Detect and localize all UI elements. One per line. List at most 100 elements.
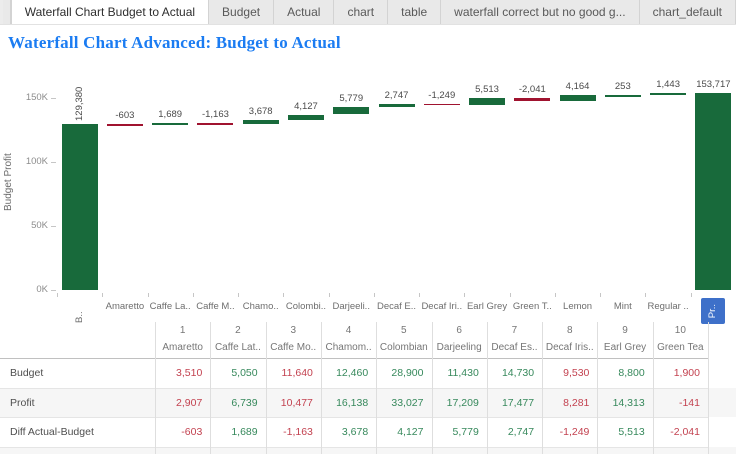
- table-cell[interactable]: 28,900: [391, 366, 424, 379]
- table-column-divider: [376, 322, 378, 454]
- tab-budget[interactable]: Budget: [209, 0, 275, 24]
- waterfall-bar[interactable]: [650, 93, 687, 96]
- waterfall-bar[interactable]: [604, 95, 641, 97]
- tab-sliver[interactable]: [3, 0, 11, 24]
- table-cell[interactable]: 5,050: [231, 366, 258, 379]
- bar-value-label-text: 129,380: [74, 87, 86, 122]
- column-name-header[interactable]: Decaf Iris..: [545, 342, 594, 353]
- column-name-header[interactable]: Amaretto: [162, 342, 203, 353]
- column-number-header[interactable]: 9: [622, 325, 628, 336]
- column-name-header[interactable]: Decaf Es..: [491, 342, 538, 353]
- y-axis-tick: [51, 162, 56, 163]
- column-name-header[interactable]: Green Tea: [657, 342, 704, 353]
- table-cell[interactable]: 10,477: [280, 396, 313, 409]
- tab-waterfall-correct-but-no-good-g[interactable]: waterfall correct but no good g...: [441, 0, 640, 24]
- table-cell[interactable]: -141: [678, 396, 700, 409]
- table-cell[interactable]: 8,281: [563, 396, 590, 409]
- x-axis-category-label[interactable]: Colombi..: [285, 301, 327, 312]
- waterfall-bar[interactable]: [61, 124, 98, 290]
- column-number-header[interactable]: 10: [674, 325, 686, 336]
- x-axis-category-label[interactable]: Decaf E..: [376, 301, 417, 312]
- waterfall-bar[interactable]: [695, 93, 732, 290]
- x-axis-category-label[interactable]: Green T..: [512, 301, 552, 312]
- table-cell[interactable]: 5,779: [452, 426, 479, 439]
- waterfall-bar[interactable]: [287, 114, 324, 120]
- table-cell[interactable]: 1,689: [231, 426, 258, 439]
- table-cell[interactable]: 16,138: [336, 396, 369, 409]
- table-cell[interactable]: -1,163: [283, 426, 313, 439]
- column-name-header[interactable]: Chamom..: [325, 342, 372, 353]
- table-cell[interactable]: 3,510: [176, 366, 203, 379]
- x-axis-category-label[interactable]: Decaf Iri..: [421, 301, 463, 312]
- column-name-header[interactable]: Earl Grey: [603, 342, 647, 353]
- table-column-divider: [155, 322, 156, 454]
- table-cell[interactable]: 11,640: [281, 366, 313, 379]
- table-cell[interactable]: 1,900: [673, 366, 700, 379]
- x-axis-category-label[interactable]: B..: [73, 299, 86, 323]
- column-number-header[interactable]: 8: [566, 325, 573, 336]
- column-number-header[interactable]: 3: [290, 325, 297, 336]
- waterfall-bar[interactable]: [106, 124, 143, 126]
- column-number-header[interactable]: 5: [401, 325, 407, 336]
- x-axis-category-label[interactable]: Earl Grey: [466, 301, 508, 312]
- tab-table[interactable]: table: [388, 0, 442, 24]
- x-axis-category-label-selected[interactable]: Pr..: [701, 298, 726, 324]
- bar-value-label: 153,717: [696, 79, 731, 91]
- column-name-header[interactable]: Caffe Mo..: [270, 342, 317, 353]
- x-axis-category-label[interactable]: Lemon: [563, 301, 593, 312]
- tab-waterfall-chart-budget-to-actual[interactable]: Waterfall Chart Budget to Actual: [10, 0, 210, 24]
- column-number-header[interactable]: 7: [511, 325, 518, 336]
- table-cell[interactable]: 8,800: [618, 366, 645, 379]
- table-cell[interactable]: 14,730: [501, 366, 535, 379]
- column-number-header[interactable]: 4: [345, 325, 352, 336]
- x-axis-category-label[interactable]: Amaretto: [105, 301, 145, 312]
- tab-actual[interactable]: Actual: [274, 0, 335, 24]
- table-cell[interactable]: 12,460: [336, 366, 369, 379]
- bar-value-label: 129,380: [73, 73, 86, 121]
- table-cell[interactable]: 2,747: [507, 426, 535, 439]
- table-cell[interactable]: 3,678: [341, 426, 369, 439]
- x-axis-tick: [147, 293, 149, 297]
- table-cell[interactable]: 17,477: [501, 396, 535, 409]
- table-cell[interactable]: -2,041: [670, 426, 700, 439]
- column-name-header[interactable]: Caffe Lat..: [214, 342, 261, 353]
- waterfall-bar[interactable]: [423, 103, 460, 106]
- x-axis-category-label[interactable]: Caffe La..: [149, 301, 191, 312]
- column-name-header[interactable]: Darjeeling: [436, 342, 482, 353]
- waterfall-bar[interactable]: [559, 95, 596, 101]
- table-cell[interactable]: 14,313: [612, 396, 645, 409]
- table-cell[interactable]: 6,739: [231, 396, 258, 409]
- table-cell[interactable]: 4,127: [397, 426, 424, 439]
- table-cell[interactable]: 9,530: [563, 366, 590, 379]
- column-name-header[interactable]: Colombian: [379, 342, 428, 353]
- y-axis-title: Budget Profit: [3, 153, 14, 211]
- column-number-header[interactable]: 6: [456, 325, 462, 336]
- table-cell[interactable]: -603: [181, 426, 203, 439]
- tab-chart[interactable]: chart: [334, 0, 389, 24]
- waterfall-bar[interactable]: [378, 103, 415, 108]
- waterfall-bar[interactable]: [197, 123, 234, 125]
- table-cell[interactable]: 2,907: [176, 396, 203, 409]
- table-cell[interactable]: 11,430: [447, 366, 479, 379]
- table-cell[interactable]: 17,209: [446, 396, 479, 409]
- x-axis-category-label[interactable]: Darjeeli..: [332, 301, 370, 312]
- x-axis-category-label[interactable]: Caffe M..: [196, 301, 235, 312]
- x-axis-category-label[interactable]: Mint: [613, 301, 632, 312]
- x-axis-category-label[interactable]: Chamo..: [242, 301, 279, 312]
- column-number-header[interactable]: 1: [179, 325, 186, 336]
- waterfall-bar[interactable]: [152, 123, 189, 126]
- waterfall-bar[interactable]: [469, 98, 506, 106]
- waterfall-bar[interactable]: [514, 98, 551, 101]
- column-number-header[interactable]: 2: [235, 325, 241, 336]
- table-cell[interactable]: 33,027: [391, 396, 424, 409]
- table-cell[interactable]: -1,249: [559, 426, 590, 439]
- row-label[interactable]: Profit: [10, 396, 35, 409]
- x-axis-category-label[interactable]: Regular ..: [647, 301, 689, 312]
- waterfall-bar[interactable]: [242, 119, 279, 125]
- waterfall-bar[interactable]: [333, 107, 370, 115]
- row-label[interactable]: Diff Actual-Budget: [10, 426, 94, 439]
- table-cell[interactable]: 5,513: [618, 426, 645, 439]
- tab-chart-default[interactable]: chart_default: [639, 0, 736, 24]
- x-axis-tick: [57, 293, 58, 297]
- row-label[interactable]: Budget: [10, 366, 44, 379]
